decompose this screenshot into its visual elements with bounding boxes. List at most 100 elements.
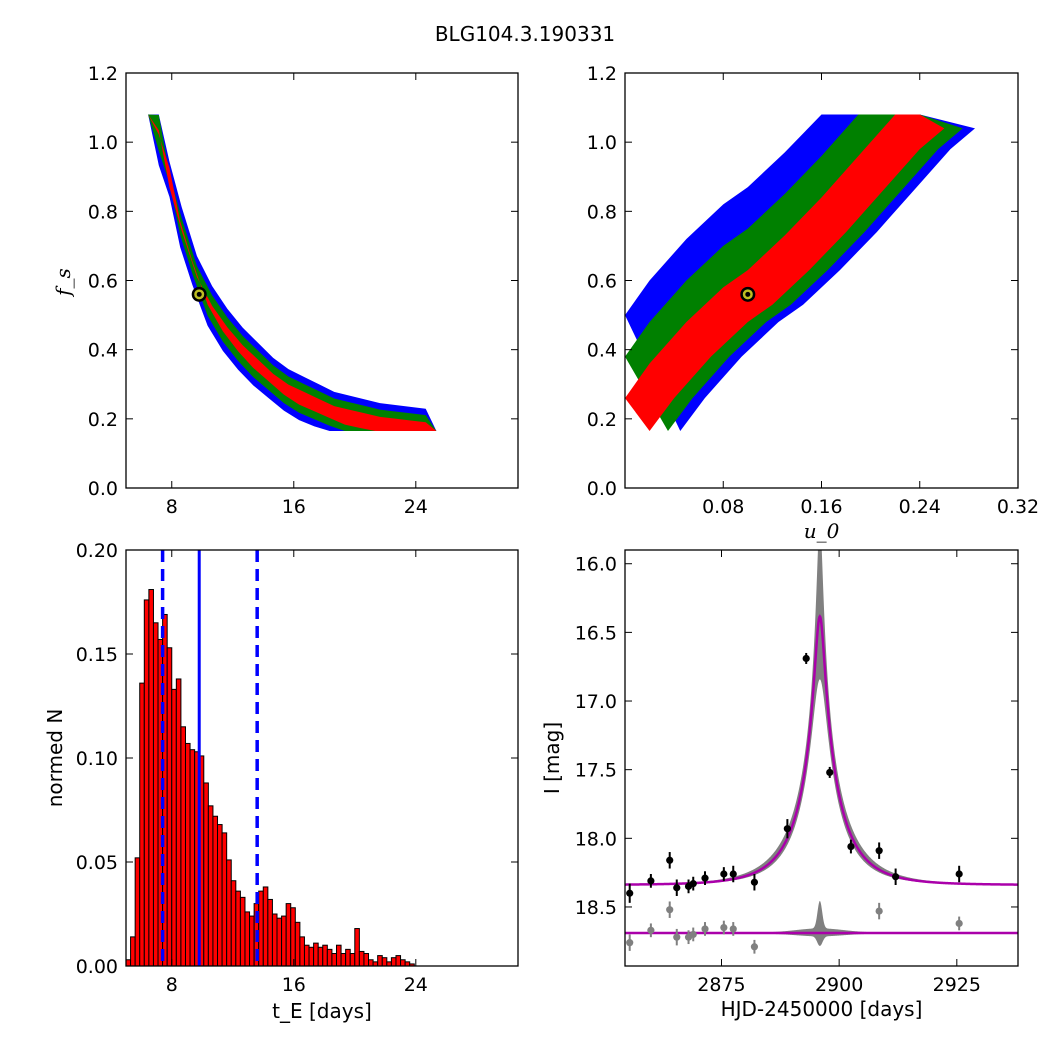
y-axis-label: f_s xyxy=(51,268,75,298)
data-point xyxy=(666,856,674,864)
histogram-bar xyxy=(143,599,150,966)
data-point xyxy=(875,847,883,855)
y-tick-label: 0.6 xyxy=(587,271,617,293)
residual-point xyxy=(626,939,634,947)
y-tick-label: 0.8 xyxy=(88,201,118,223)
histogram-bar xyxy=(395,955,402,966)
y-tick-label: 0.05 xyxy=(76,852,118,874)
y-tick-label: 0.10 xyxy=(76,748,118,770)
histogram-bar xyxy=(363,953,370,966)
histogram-bar xyxy=(262,886,269,966)
x-axis-label: HJD-2450000 [days] xyxy=(721,997,923,1021)
residual-point xyxy=(666,906,674,914)
y-tick-label: 16.0 xyxy=(575,554,617,576)
data-point xyxy=(673,884,681,892)
histogram-bar xyxy=(299,936,305,966)
histogram-bar xyxy=(377,955,383,966)
x-tick-label: 24 xyxy=(404,974,428,996)
x-tick-label: 16 xyxy=(282,974,306,996)
best-fit-marker-center xyxy=(196,291,202,297)
x-tick-label: 2875 xyxy=(697,974,745,996)
y-tick-label: 0.0 xyxy=(88,478,118,500)
panel-light-curve: 2875 2900 2925 16.0 16.5 17.0 17.5 18.0 18.5 HJD-… xyxy=(540,549,1019,1021)
histogram-bar xyxy=(175,678,182,966)
histogram-bar xyxy=(217,824,223,966)
residual-point xyxy=(720,923,728,932)
residual-point xyxy=(647,926,655,934)
plot-area xyxy=(625,114,976,431)
histogram-bar xyxy=(290,907,296,966)
y-tick-label: 18.0 xyxy=(575,828,617,850)
histogram-bar xyxy=(212,815,219,966)
x-tick-label: 8 xyxy=(166,974,178,996)
y-axis-label: I [mag] xyxy=(540,722,564,794)
residual-point xyxy=(955,919,963,928)
histogram-bar xyxy=(239,896,246,966)
histogram-bar xyxy=(340,953,347,966)
data-point xyxy=(720,870,728,878)
figure-title: BLG104.3.190331 xyxy=(435,22,615,46)
histogram-bar xyxy=(249,915,255,966)
histogram-bar xyxy=(368,959,374,966)
plot-area xyxy=(148,114,437,431)
residual-band xyxy=(625,900,1018,946)
model-band xyxy=(625,550,1018,885)
panel-fs-vs-tE: 8 16 24 0.0 0.2 0.4 0.6 0.8 1.0 1.2 f_s xyxy=(51,63,519,518)
histogram-bar xyxy=(130,936,136,966)
histogram-bar xyxy=(203,782,209,966)
residual-point xyxy=(875,907,883,915)
data-point xyxy=(689,880,697,888)
y-tick-label: 17.5 xyxy=(575,760,617,782)
y-tick-label: 0.2 xyxy=(587,409,617,431)
histogram-bar xyxy=(221,832,228,966)
x-tick-label: 0.24 xyxy=(899,496,941,518)
histogram-bar xyxy=(180,726,186,966)
x-tick-label: 16 xyxy=(282,496,306,518)
histogram-bar xyxy=(281,915,287,966)
histogram-bar xyxy=(345,948,351,966)
histogram-bar xyxy=(326,948,333,966)
histogram-bar xyxy=(126,959,132,966)
data-point xyxy=(729,870,737,878)
y-tick-label: 16.5 xyxy=(575,622,617,644)
histogram-bar xyxy=(354,928,360,966)
histogram-bar xyxy=(139,682,145,966)
histogram-bar xyxy=(276,917,283,966)
x-tick-label: 0.32 xyxy=(997,496,1039,518)
histogram-bar xyxy=(390,957,397,966)
histogram-bar xyxy=(207,805,214,966)
y-tick-label: 0.2 xyxy=(88,409,118,431)
histogram-bar xyxy=(285,903,292,966)
region-inner xyxy=(625,114,945,431)
y-tick-label: 0.20 xyxy=(76,540,118,562)
y-tick-label: 17.0 xyxy=(575,691,617,713)
histogram-bar xyxy=(235,890,241,966)
x-tick-label: 24 xyxy=(404,496,428,518)
residual-point xyxy=(701,925,709,933)
residual-point xyxy=(689,930,697,939)
histogram-bar xyxy=(166,647,173,966)
data-point xyxy=(701,874,709,882)
histogram-bar xyxy=(267,898,273,966)
data-point xyxy=(847,842,855,851)
residual-point xyxy=(729,925,737,933)
histogram-bar xyxy=(258,890,264,966)
y-tick-label: 18.5 xyxy=(575,897,617,919)
x-tick-label: 2900 xyxy=(815,974,863,996)
histogram-bar xyxy=(308,946,315,966)
histogram-bar xyxy=(400,959,406,966)
y-tick-label: 0.4 xyxy=(587,340,617,362)
histogram-bar xyxy=(294,921,301,966)
x-axis-label: t_E [days] xyxy=(272,999,372,1023)
data-point xyxy=(750,878,759,886)
data-point xyxy=(892,873,900,881)
y-tick-label: 1.2 xyxy=(88,63,118,85)
histogram-bar xyxy=(152,622,159,966)
x-tick-label: 0.16 xyxy=(800,496,842,518)
data-point xyxy=(802,654,810,663)
data-point xyxy=(626,889,634,897)
histogram-bar xyxy=(331,953,337,966)
histogram-bar xyxy=(171,688,177,966)
data-point xyxy=(783,825,791,833)
